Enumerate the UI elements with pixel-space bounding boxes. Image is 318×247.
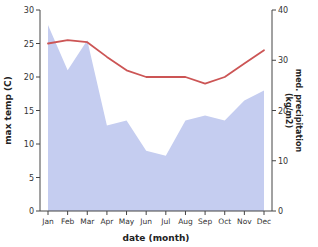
x-tick [126, 211, 127, 215]
x-tick-label: Jun [139, 217, 152, 226]
y2-axis-title-line: (kg/m2) [284, 93, 293, 128]
x-tick-label: Oct [218, 217, 231, 226]
x-tick [244, 211, 245, 215]
y2-tick-label: 0 [278, 207, 283, 216]
temperature-line [48, 40, 264, 84]
y2-axis-title: med. precipitation(kg/m2) [284, 69, 303, 153]
y2-tick [272, 211, 276, 212]
y-tick [36, 43, 40, 44]
y-tick-label: 5 [29, 174, 34, 183]
x-tick-label: Sep [198, 217, 212, 226]
x-tick [106, 211, 107, 215]
y-tick-label: 30 [24, 6, 34, 15]
y-tick [36, 211, 40, 212]
x-tick-label: Jan [41, 217, 54, 226]
y-tick [36, 177, 40, 178]
x-tick [165, 211, 166, 215]
y-tick-label: 0 [29, 207, 34, 216]
plot-area [48, 25, 264, 211]
y2-axis-title-line: med. precipitation [294, 69, 303, 153]
y2-tick-label: 10 [278, 157, 288, 166]
y2-tick-label: 30 [278, 56, 288, 65]
precipitation-area [48, 25, 264, 211]
x-tick [146, 211, 147, 215]
y-tick-label: 20 [24, 73, 34, 82]
x-tick-label: Feb [61, 217, 75, 226]
x-tick [224, 211, 225, 215]
y-tick [36, 10, 40, 11]
x-tick [264, 211, 265, 215]
x-tick-label: Dec [257, 217, 272, 226]
y-axis-title: max temp (C) [3, 76, 13, 145]
y-tick-label: 15 [24, 107, 34, 116]
x-tick-label: May [119, 217, 135, 226]
x-tick-label: Mar [80, 217, 95, 226]
y-tick [36, 144, 40, 145]
y-tick [36, 110, 40, 111]
x-axis-line [40, 211, 272, 212]
y2-tick [272, 60, 276, 61]
x-tick-label: Nov [237, 217, 252, 226]
x-tick [67, 211, 68, 215]
x-tick [185, 211, 186, 215]
y2-tick [272, 10, 276, 11]
x-tick [87, 211, 88, 215]
chart: 051015202530010203040JanFebMarAprMayJunJ… [0, 0, 318, 247]
x-tick-label: Jul [160, 217, 170, 226]
x-tick-label: Aug [178, 217, 193, 226]
y-tick-label: 25 [24, 40, 34, 49]
x-tick [48, 211, 49, 215]
x-tick-label: Apr [100, 217, 114, 226]
y-tick-label: 10 [24, 140, 34, 149]
y-tick [36, 77, 40, 78]
x-tick [205, 211, 206, 215]
y2-tick [272, 110, 276, 111]
x-axis-title: date (month) [123, 233, 190, 243]
y2-tick [272, 160, 276, 161]
y2-tick-label: 40 [278, 6, 288, 15]
